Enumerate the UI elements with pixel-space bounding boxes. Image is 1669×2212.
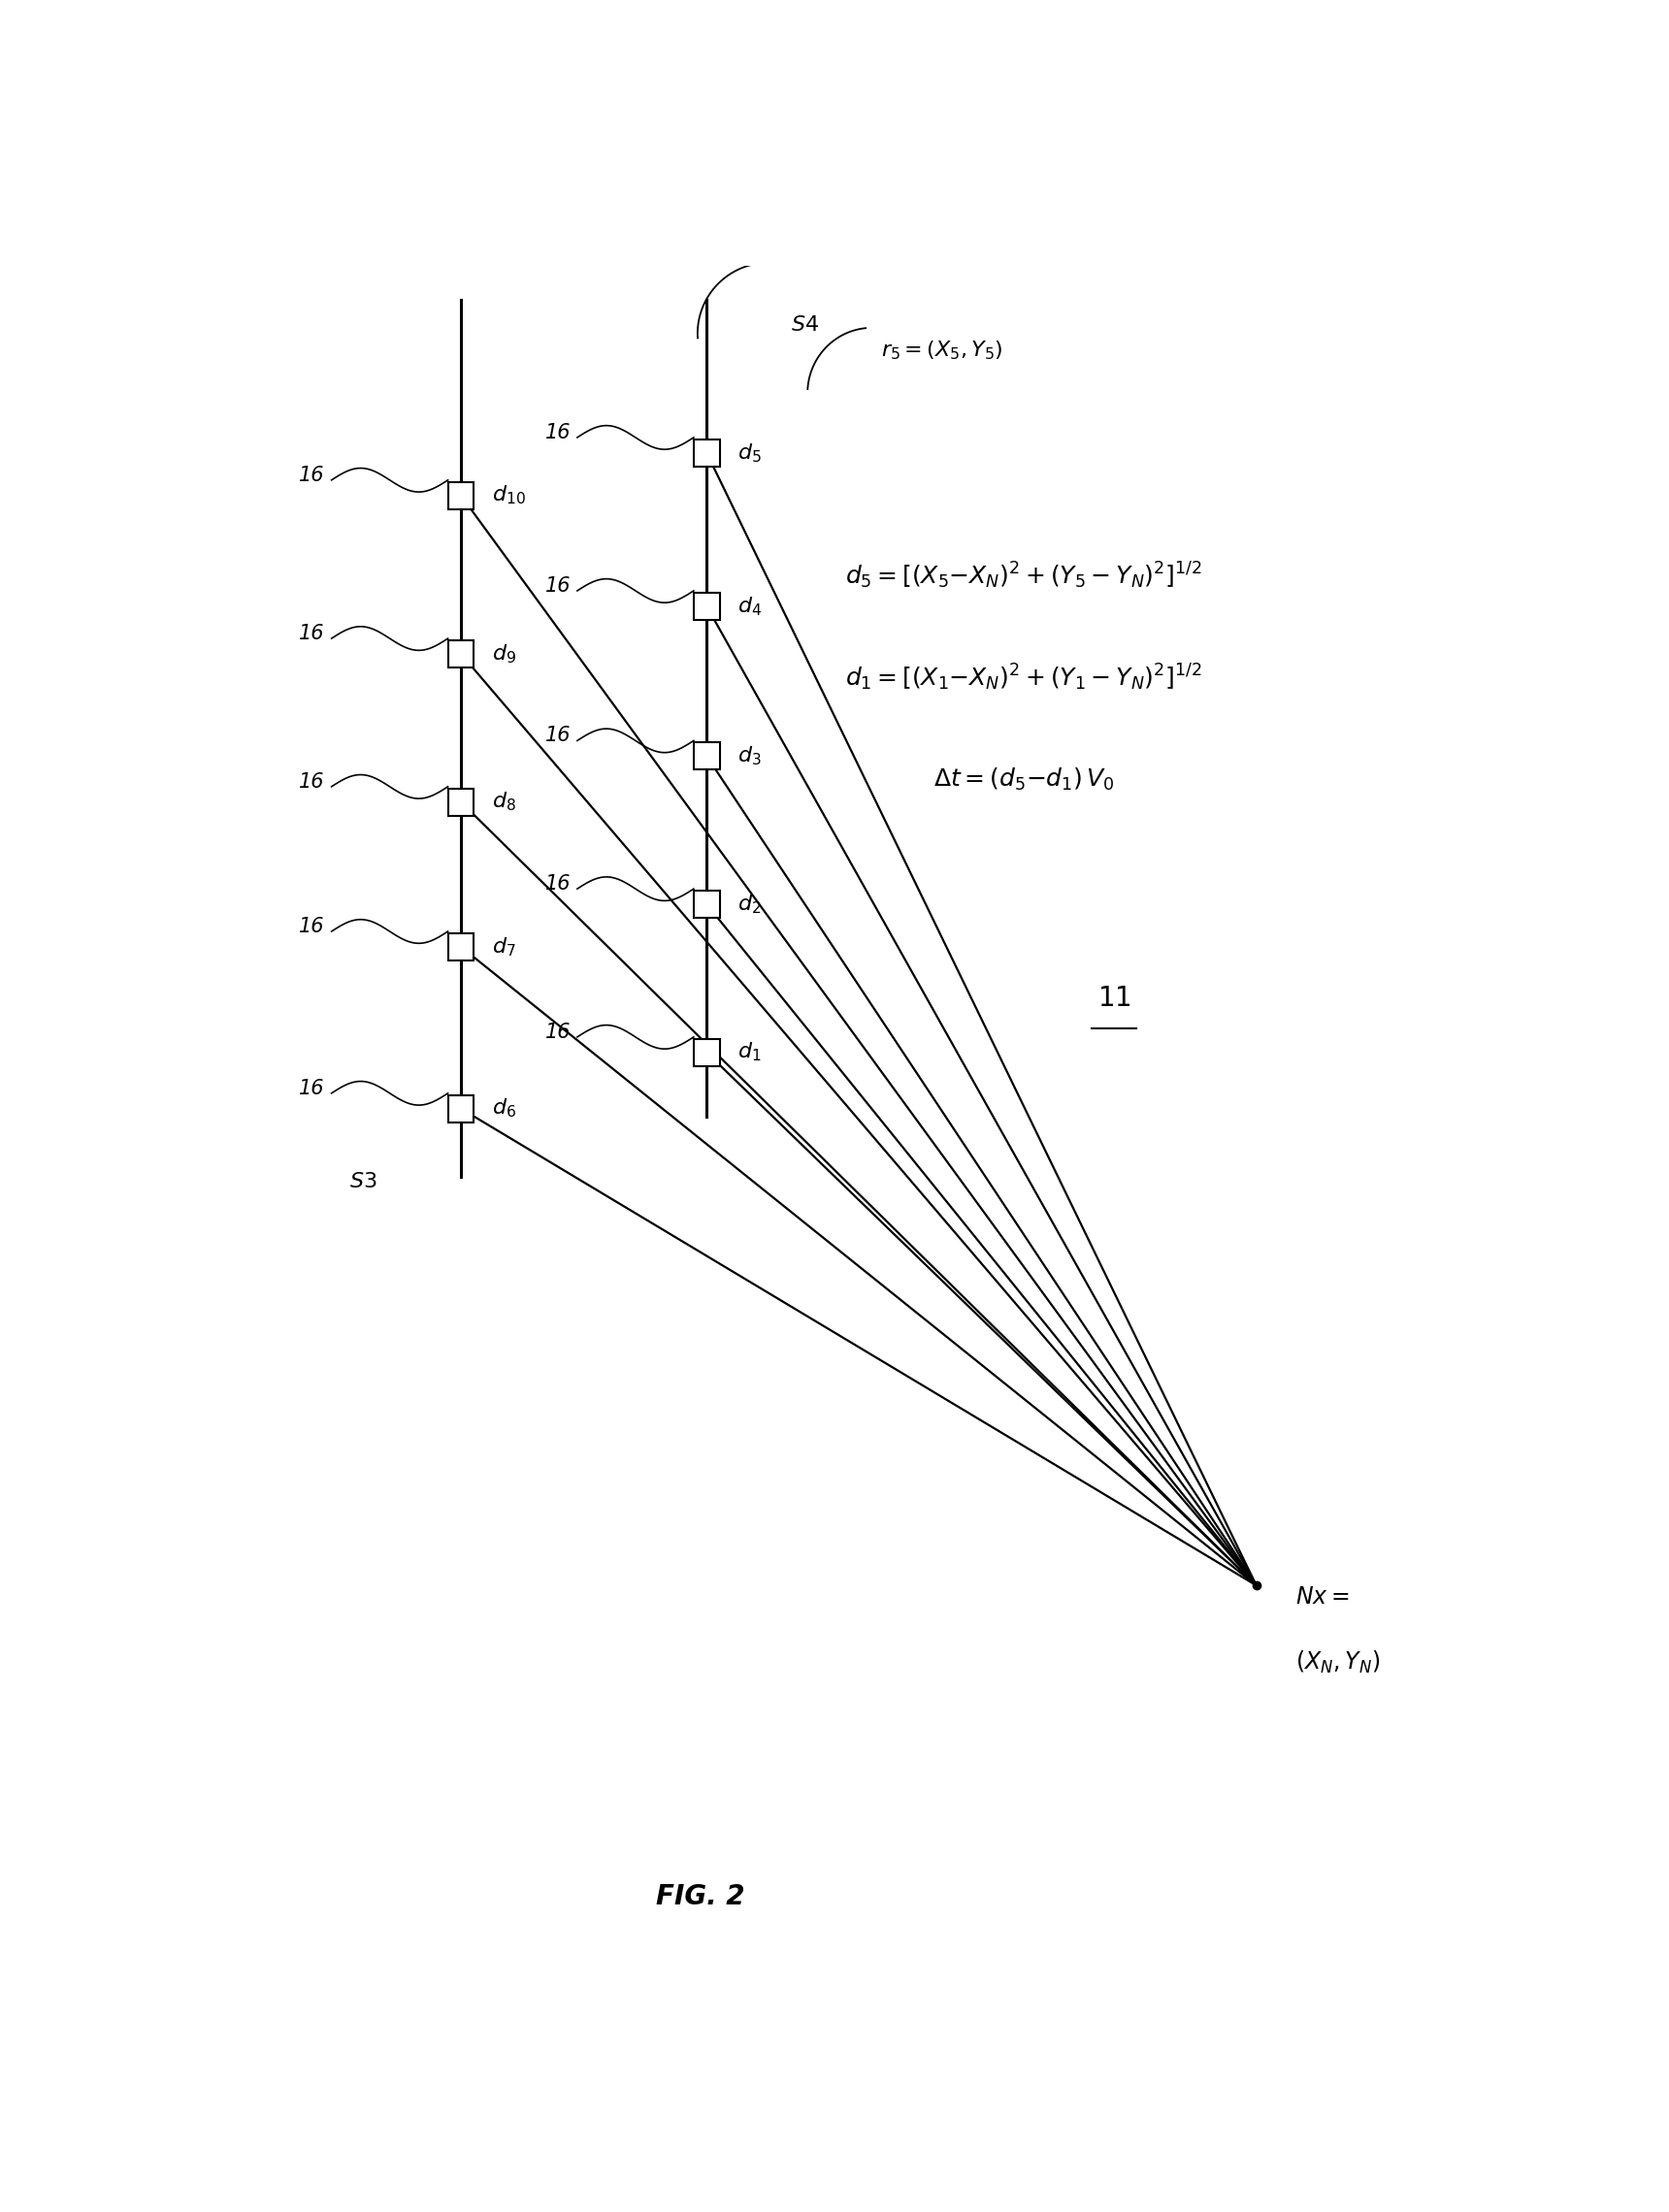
Text: $11$: $11$ bbox=[1097, 984, 1132, 1011]
Text: $(X_N, Y_N)$: $(X_N, Y_N)$ bbox=[1295, 1648, 1380, 1674]
Text: FIG. 2: FIG. 2 bbox=[656, 1885, 744, 1911]
Bar bbox=[447, 482, 474, 509]
Text: $d_9$: $d_9$ bbox=[492, 641, 516, 666]
Text: 16: 16 bbox=[299, 465, 325, 484]
Text: $d_6$: $d_6$ bbox=[492, 1097, 516, 1119]
Text: $S4$: $S4$ bbox=[791, 316, 819, 334]
Bar bbox=[694, 743, 719, 770]
Text: 16: 16 bbox=[546, 575, 571, 595]
Text: 16: 16 bbox=[299, 1079, 325, 1097]
Text: 16: 16 bbox=[546, 874, 571, 894]
Text: $d_5 = [(X_5\mathrm{-}X_N)^2 + (Y_5 - Y_N)^2]^{1/2}$: $d_5 = [(X_5\mathrm{-}X_N)^2 + (Y_5 - Y_… bbox=[845, 560, 1202, 591]
Bar bbox=[447, 787, 474, 816]
Text: 16: 16 bbox=[546, 1022, 571, 1042]
Text: 16: 16 bbox=[546, 422, 571, 442]
Text: $d_7$: $d_7$ bbox=[492, 936, 516, 958]
Text: $d_5$: $d_5$ bbox=[738, 442, 761, 465]
Text: $d_2$: $d_2$ bbox=[738, 894, 761, 916]
Bar bbox=[694, 1040, 719, 1066]
Text: $S3$: $S3$ bbox=[349, 1172, 377, 1190]
Bar bbox=[447, 933, 474, 960]
Text: $d_1 = [(X_1\mathrm{-}X_N)^2 + (Y_1 - Y_N)^2]^{1/2}$: $d_1 = [(X_1\mathrm{-}X_N)^2 + (Y_1 - Y_… bbox=[845, 661, 1202, 692]
Text: $d_4$: $d_4$ bbox=[738, 595, 763, 617]
Text: 16: 16 bbox=[546, 726, 571, 745]
Text: 16: 16 bbox=[299, 624, 325, 644]
Text: $d_1$: $d_1$ bbox=[738, 1042, 761, 1064]
Bar bbox=[694, 440, 719, 467]
Text: 16: 16 bbox=[299, 772, 325, 792]
Text: $Nx =$: $Nx =$ bbox=[1295, 1586, 1349, 1608]
Text: 16: 16 bbox=[299, 916, 325, 936]
Bar bbox=[447, 639, 474, 668]
Text: $d_3$: $d_3$ bbox=[738, 745, 761, 768]
Text: $d_{10}$: $d_{10}$ bbox=[492, 484, 526, 507]
Text: $\Delta t = (d_5\mathrm{-}d_1)\, V_0$: $\Delta t = (d_5\mathrm{-}d_1)\, V_0$ bbox=[933, 768, 1113, 794]
Bar bbox=[447, 1095, 474, 1121]
Text: $r_5 = (X_5, Y_5)$: $r_5 = (X_5, Y_5)$ bbox=[881, 338, 1003, 363]
Bar bbox=[694, 593, 719, 619]
Bar bbox=[694, 891, 719, 918]
Text: $d_8$: $d_8$ bbox=[492, 790, 516, 814]
